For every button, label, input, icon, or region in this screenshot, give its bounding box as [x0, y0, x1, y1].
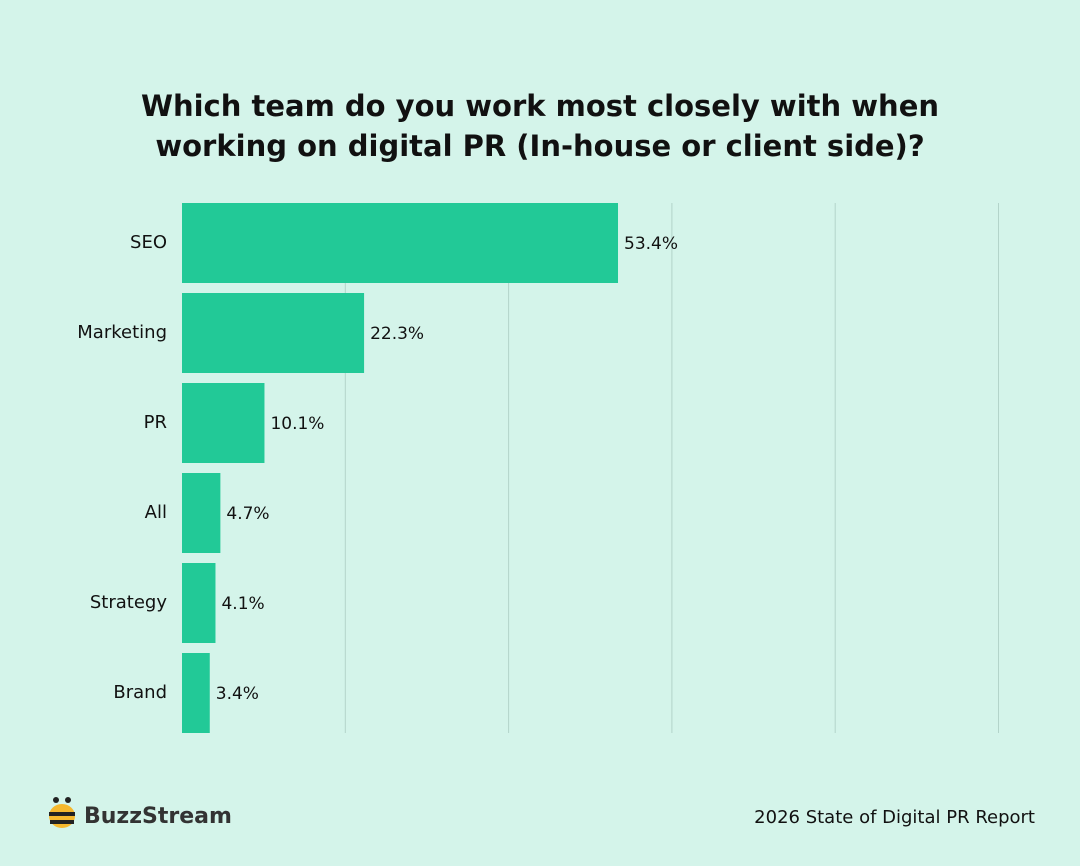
- value-label: 22.3%: [370, 324, 424, 344]
- bar: [182, 383, 265, 463]
- value-label: 53.4%: [624, 234, 678, 254]
- bar: [182, 293, 365, 373]
- value-label: 4.7%: [226, 504, 269, 524]
- chart-title: working on digital PR (In-house or clien…: [155, 129, 924, 163]
- brand-name: BuzzStream: [84, 804, 232, 829]
- y-tick-label: SEO: [130, 232, 167, 253]
- source: 2026 State of Digital PR Report: [754, 807, 1035, 828]
- bar: [182, 473, 221, 553]
- chart-title: Which team do you work most closely with…: [141, 89, 939, 123]
- value-label: 4.1%: [221, 594, 264, 614]
- value-label: 10.1%: [270, 414, 324, 434]
- bar: [182, 563, 216, 643]
- y-tick-label: Marketing: [77, 322, 167, 343]
- value-label: 3.4%: [216, 684, 259, 704]
- logo-icon: [49, 797, 75, 828]
- y-tick-label: All: [145, 502, 167, 523]
- bar: [182, 203, 619, 283]
- bar: [182, 653, 210, 733]
- y-tick-label: Strategy: [90, 592, 167, 613]
- y-tick-label: Brand: [113, 682, 167, 703]
- y-tick-label: PR: [144, 412, 167, 433]
